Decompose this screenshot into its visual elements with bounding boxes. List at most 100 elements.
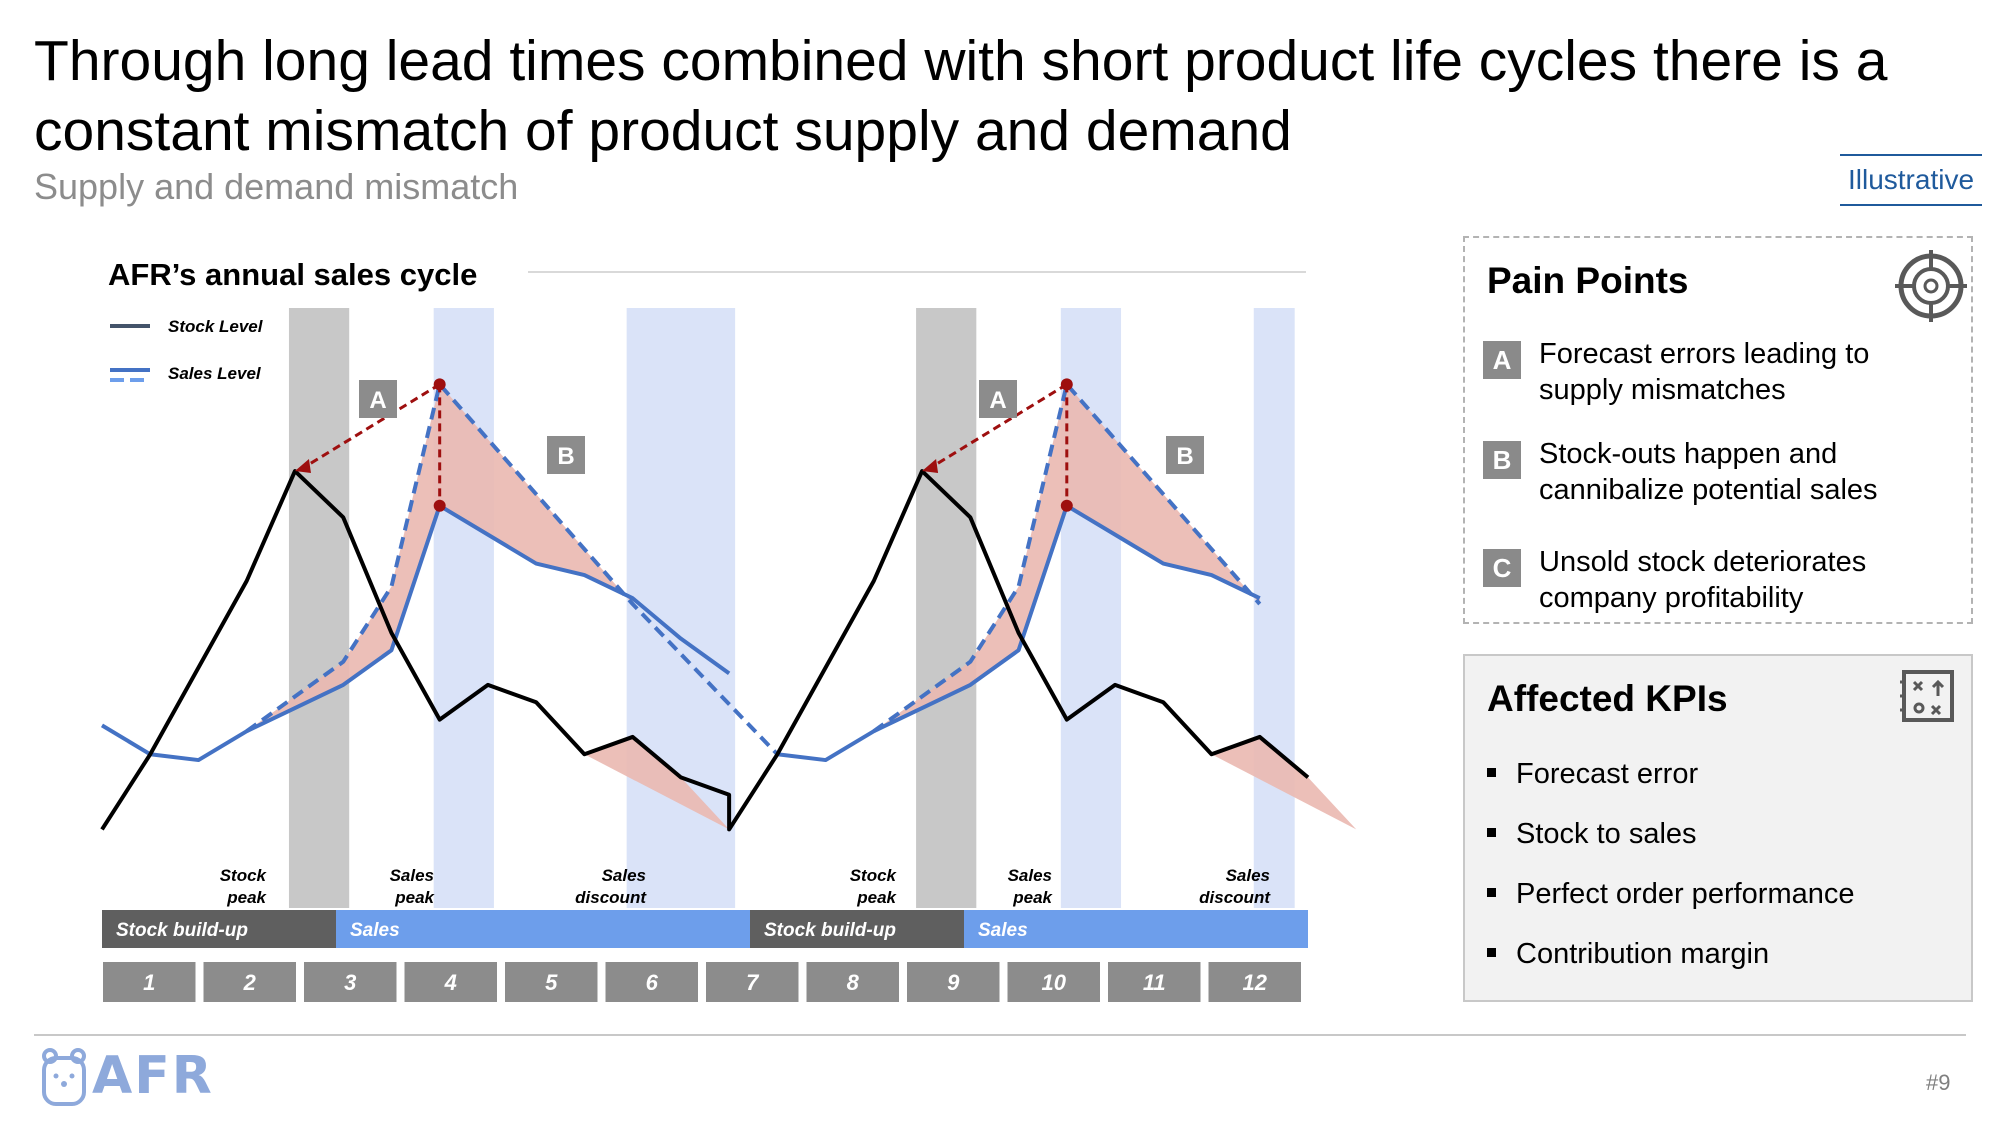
arrow-head (922, 459, 939, 474)
month-box (907, 962, 1000, 1002)
month-box (103, 962, 196, 1002)
sales-dot (1060, 499, 1073, 512)
event-label: Sales (602, 866, 646, 885)
potential-sales-line (245, 382, 779, 756)
phase-label: Sales (350, 920, 400, 941)
forecast-gap-arrow (302, 383, 441, 470)
legend-stock-label: Stock Level (168, 317, 264, 336)
badge-b: B (1483, 441, 1521, 479)
month-box (605, 962, 698, 1002)
month-band (288, 308, 350, 908)
pain-point-text: Unsold stock deteriorates company profit… (1539, 546, 1867, 614)
gap-arrows (294, 378, 1073, 512)
kpi-item: Stock to sales (1487, 818, 1697, 851)
pain-points-panel: Pain Points A Forecast errors leading to… (1463, 236, 1973, 624)
event-label: discount (575, 888, 647, 907)
strategy-board-icon (1900, 670, 1954, 722)
bullet-icon (1487, 767, 1496, 777)
chart-labels: A B A B Stock peak Sales peak Sales discount Stock… (102, 380, 1308, 1002)
slide-subtitle: Supply and demand mismatch (34, 166, 519, 207)
kpis-title: Affected KPIs (1487, 678, 1728, 719)
phase-label: Sales (978, 920, 1028, 941)
kpi-item: Contribution margin (1487, 938, 1769, 971)
bullet-icon (1487, 947, 1496, 957)
phase-segment (102, 910, 336, 948)
month-box (203, 962, 296, 1002)
month-label: 2 (243, 970, 257, 995)
month-band (1253, 308, 1295, 908)
target-icon (1895, 250, 1967, 322)
event-label: Sales (1226, 866, 1270, 885)
sales-line (777, 503, 1261, 763)
month-label: 3 (344, 970, 356, 995)
legend-sales-label: Sales Level (168, 364, 262, 383)
footer-divider (34, 1034, 1966, 1036)
badge-c: C (1483, 549, 1521, 587)
month-label: 7 (746, 970, 760, 995)
event-label: Stock (220, 866, 268, 885)
marker-badge (1166, 436, 1204, 474)
bullet-icon (1487, 827, 1496, 837)
pain-point-text: Stock-outs happen and cannibalize potent… (1539, 438, 1878, 506)
potential-sales-line (872, 382, 1262, 733)
series-lines (100, 382, 1310, 832)
phase-segment (750, 910, 964, 948)
kpi-label: Stock to sales (1516, 818, 1697, 850)
pain-point-text: Forecast errors leading to supply mismat… (1539, 338, 1870, 406)
pain-points-title: Pain Points (1487, 260, 1689, 301)
month-box (404, 962, 497, 1002)
month-label: 12 (1243, 970, 1268, 995)
event-label: peak (394, 888, 435, 907)
stock-line (100, 469, 1310, 832)
month-label: 11 (1143, 970, 1166, 995)
marker-label: B (557, 443, 574, 470)
bear-logo-icon (42, 1048, 86, 1106)
peak-dot (1060, 378, 1073, 391)
arrow-head (294, 459, 311, 474)
event-label: peak (856, 888, 897, 907)
slide-title: Through long lead times combined with sh… (34, 29, 1888, 163)
month-box (505, 962, 598, 1002)
kpi-label: Perfect order performance (1516, 878, 1855, 910)
kpi-item: Perfect order performance (1487, 878, 1854, 911)
month-box (304, 962, 397, 1002)
month-box (706, 962, 799, 1002)
phase-label: Stock build-up (764, 920, 896, 941)
illustrative-tag: Illustrative (1840, 154, 1982, 206)
kpi-label: Contribution margin (1516, 938, 1770, 970)
month-label: 10 (1042, 970, 1067, 995)
phase-segment (336, 910, 750, 948)
event-label: discount (1199, 888, 1271, 907)
kpi-label: Forecast error (1516, 758, 1699, 790)
forecast-gap-arrow (929, 383, 1068, 470)
marker-badge (359, 380, 397, 418)
event-label: Stock (850, 866, 898, 885)
logo-text: AFR (92, 1046, 214, 1106)
marker-label: B (1176, 443, 1193, 470)
month-band (916, 308, 977, 908)
bullet-icon (1487, 887, 1496, 897)
chart-title: AFR’s annual sales cycle (108, 257, 477, 292)
month-label: 1 (143, 970, 155, 995)
affected-kpis-panel: Affected KPIs Forecast error Stock to sa… (1463, 654, 1973, 1002)
marker-label: A (369, 387, 386, 414)
month-box (1007, 962, 1100, 1002)
event-label: peak (1012, 888, 1053, 907)
month-label: 4 (444, 970, 457, 995)
page-number: #9 (1926, 1070, 1951, 1095)
month-box (1208, 962, 1301, 1002)
sales-dot (433, 499, 446, 512)
event-label: Sales (390, 866, 434, 885)
event-label: Sales (1008, 866, 1052, 885)
marker-badge (547, 436, 585, 474)
month-box (1108, 962, 1201, 1002)
marker-badge (979, 380, 1017, 418)
event-label: peak (226, 888, 267, 907)
phase-label: Stock build-up (116, 920, 248, 941)
peak-dot (433, 378, 446, 391)
gap-fill-unsold (584, 736, 730, 830)
gap-fill-unsold (1211, 736, 1357, 830)
kpi-item: Forecast error (1487, 758, 1698, 791)
month-label: 6 (646, 970, 659, 995)
